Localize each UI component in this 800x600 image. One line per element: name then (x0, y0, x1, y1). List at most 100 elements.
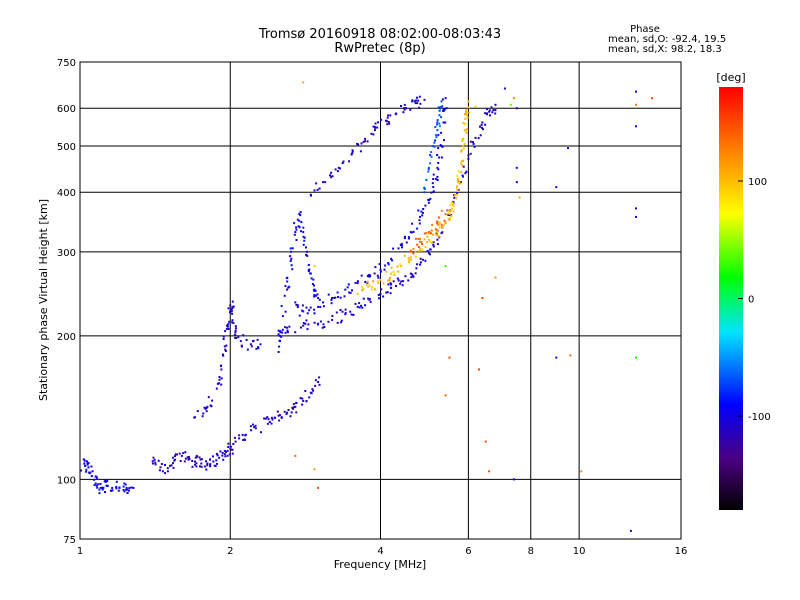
data-point (231, 300, 234, 303)
data-point (296, 218, 299, 221)
data-point (471, 141, 474, 143)
data-point (439, 106, 442, 108)
data-point (294, 454, 297, 457)
data-point (387, 263, 390, 266)
data-point (488, 109, 491, 112)
data-point (396, 265, 399, 268)
y-axis-label: Stationary phase Virtual Height [km] (37, 199, 50, 401)
data-point (339, 167, 341, 170)
data-point (419, 261, 422, 264)
data-point (308, 309, 311, 312)
data-point (311, 283, 314, 285)
data-point (372, 280, 375, 283)
data-point (408, 236, 410, 239)
data-point (286, 329, 289, 332)
data-point (234, 331, 237, 334)
data-point (454, 194, 457, 197)
data-point (403, 108, 406, 111)
data-point (256, 338, 259, 341)
data-point (351, 149, 354, 152)
data-point (436, 154, 439, 156)
data-point (368, 284, 371, 287)
data-point (290, 250, 293, 253)
data-point (329, 174, 331, 177)
data-point (413, 100, 416, 103)
data-point (440, 223, 443, 226)
data-point (111, 489, 114, 492)
data-point (403, 103, 406, 106)
data-point (436, 220, 439, 223)
data-point (432, 245, 435, 248)
data-point (411, 222, 414, 225)
data-point (309, 306, 312, 309)
data-point (224, 455, 227, 458)
data-point (278, 419, 281, 422)
data-point (383, 268, 386, 271)
data-point (86, 462, 89, 465)
data-point (443, 139, 445, 142)
data-point (294, 331, 297, 334)
data-point (270, 416, 273, 419)
data-point (412, 247, 415, 250)
data-point (230, 308, 233, 311)
data-point (227, 442, 230, 445)
data-point (356, 292, 359, 295)
data-point (330, 298, 333, 301)
data-point (438, 156, 441, 159)
data-point (447, 210, 449, 213)
data-point (196, 455, 199, 458)
data-point (351, 152, 354, 155)
data-point (299, 397, 302, 400)
data-point (503, 87, 506, 90)
data-point (126, 488, 129, 491)
data-point (232, 305, 235, 308)
data-point (412, 230, 415, 233)
data-point (426, 249, 429, 252)
data-point (384, 119, 387, 122)
data-point (313, 189, 316, 192)
data-point (83, 459, 86, 462)
data-point (435, 134, 438, 136)
data-point (117, 489, 120, 492)
y-tick-label: 750 (57, 58, 76, 69)
data-point (348, 291, 351, 294)
data-point (411, 100, 414, 103)
data-point (460, 149, 463, 152)
data-point (98, 488, 101, 491)
data-point (164, 472, 166, 475)
data-point (193, 416, 196, 419)
data-point (379, 278, 382, 281)
data-point (200, 462, 203, 465)
data-point (223, 450, 226, 452)
data-point (209, 463, 212, 466)
data-point (403, 107, 405, 110)
data-point (369, 300, 372, 303)
data-point (312, 278, 315, 281)
y-tick-label: 100 (57, 475, 76, 486)
data-point (301, 403, 304, 406)
data-point (481, 121, 484, 124)
data-point (445, 107, 448, 110)
data-point (318, 383, 321, 386)
data-point (179, 460, 182, 462)
data-point (294, 405, 297, 408)
data-point (431, 223, 434, 226)
data-point (227, 307, 230, 310)
data-point (159, 466, 162, 469)
data-point (96, 486, 99, 489)
y-tick-label: 200 (57, 332, 76, 343)
data-point (124, 483, 127, 486)
data-point (453, 196, 456, 199)
data-point (289, 415, 292, 418)
data-point (387, 262, 390, 264)
data-point (462, 165, 465, 168)
data-point (128, 489, 130, 492)
data-point (111, 486, 114, 489)
data-point (408, 258, 411, 261)
data-point (316, 293, 319, 296)
data-point (227, 327, 230, 330)
data-point (400, 244, 403, 246)
data-point (440, 116, 442, 119)
data-point (228, 453, 231, 456)
data-point (418, 219, 421, 222)
